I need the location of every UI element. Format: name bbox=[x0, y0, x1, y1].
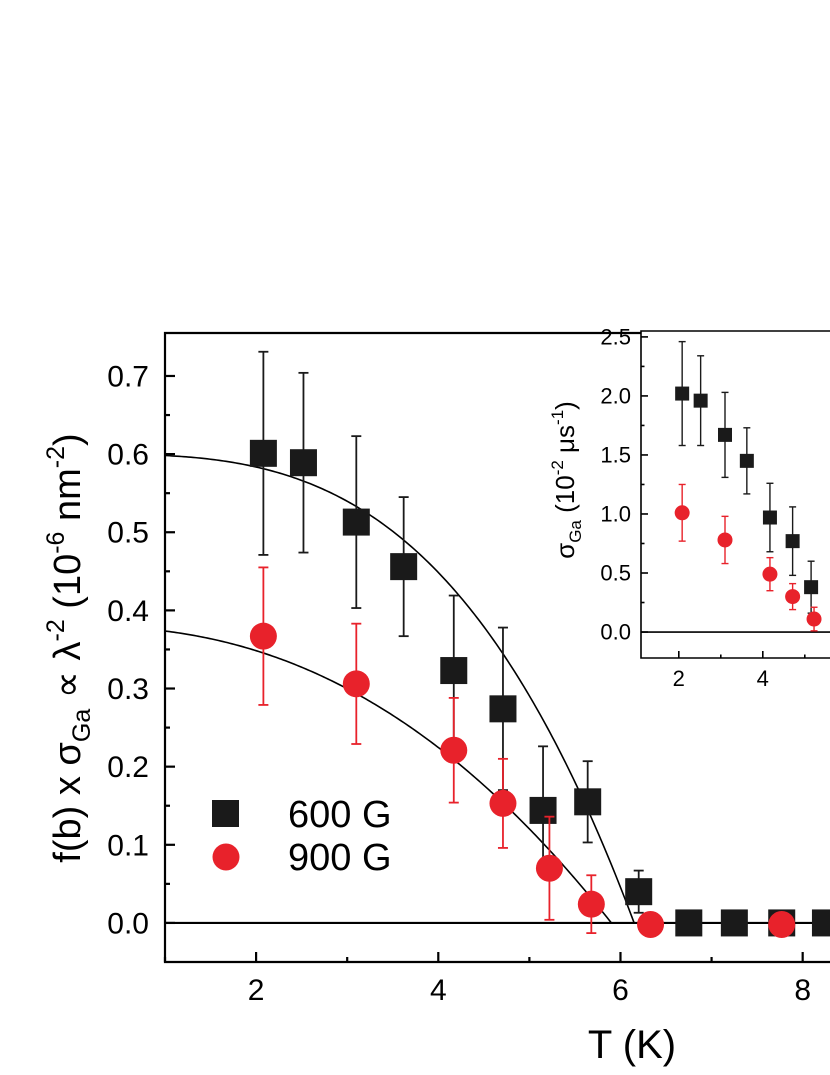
legend-label: 900 G bbox=[288, 837, 392, 879]
data-point-circle bbox=[637, 910, 665, 938]
main-plot: 2 4 6 8 0.0 0.1 0.2 0.3 0.4 0.5 0.6 0.7 T (K) f(b) x … bbox=[42, 331, 830, 1067]
y-tick-label: 0.1 bbox=[107, 829, 149, 862]
data-point-square bbox=[811, 909, 830, 937]
y-tick-label: 0.5 bbox=[107, 517, 149, 550]
data-point-square bbox=[529, 796, 557, 824]
y-tick-label: 0.4 bbox=[107, 595, 149, 628]
y-tick-label: 0.5 bbox=[600, 561, 631, 586]
x-tick-label: 8 bbox=[794, 974, 811, 1007]
fit-curve bbox=[164, 630, 612, 924]
inset-y-label-part: ) bbox=[550, 401, 580, 410]
data-point-square bbox=[574, 788, 602, 816]
data-point-circle bbox=[577, 890, 605, 918]
data-point-square bbox=[718, 427, 732, 442]
series-circles bbox=[249, 566, 796, 938]
inset-y-label-part: (10 bbox=[550, 475, 580, 520]
y-tick-label: 2.0 bbox=[600, 384, 631, 409]
x-tick-label: 6 bbox=[612, 974, 629, 1007]
fit-curve bbox=[164, 454, 635, 924]
y-tick-label: 1.5 bbox=[600, 443, 631, 468]
data-point-square bbox=[675, 386, 690, 401]
x-tick-label: 2 bbox=[673, 666, 685, 691]
x-tick-label: 4 bbox=[757, 666, 769, 691]
data-point-square bbox=[390, 553, 418, 581]
y-label-part: ) bbox=[47, 433, 89, 446]
y-label-part: f(b) x σ bbox=[47, 742, 89, 863]
series-squares bbox=[675, 340, 819, 614]
data-point-circle bbox=[440, 736, 468, 764]
inset-y-label-part: μs bbox=[550, 425, 580, 460]
data-point-circle bbox=[717, 532, 733, 548]
data-point-circle bbox=[806, 611, 822, 627]
data-point-circle bbox=[674, 505, 690, 521]
y-axis-label: f(b) x σGa ∝ λ-2 (10-6 nm-2) bbox=[42, 433, 96, 862]
y-label-part: ∝ λ bbox=[47, 642, 89, 709]
data-point-square bbox=[762, 510, 777, 525]
data-point-square bbox=[675, 909, 703, 937]
data-point-circle bbox=[489, 789, 517, 817]
y-tick-label: 0.6 bbox=[107, 439, 149, 472]
inset-y-label-part: σ bbox=[550, 543, 580, 559]
y-tick-label: 0.0 bbox=[600, 620, 631, 645]
data-point-square bbox=[342, 508, 370, 536]
inset-y-label-superscript: -2 bbox=[548, 460, 567, 475]
y-tick-label: 0.0 bbox=[107, 907, 149, 940]
data-point-square bbox=[739, 453, 754, 468]
y-label-part: (10 bbox=[47, 554, 89, 619]
data-point-square bbox=[804, 580, 819, 595]
data-point-square bbox=[249, 439, 277, 467]
legend-marker-circle bbox=[212, 843, 240, 871]
data-point-circle bbox=[762, 566, 778, 582]
legend-marker-square bbox=[212, 800, 239, 827]
data-point-circle bbox=[785, 589, 801, 605]
series-circles bbox=[674, 483, 822, 632]
data-point-square bbox=[693, 393, 708, 408]
x-axis-label: T (K) bbox=[588, 1023, 676, 1067]
y-tick-label: 2.5 bbox=[600, 325, 631, 350]
y-tick-label: 0.3 bbox=[107, 673, 149, 706]
inset-y-axis-label: σGa (10-2 μs-1) bbox=[548, 401, 585, 559]
y-tick-label: 1.0 bbox=[600, 502, 631, 527]
data-point-circle bbox=[249, 622, 277, 650]
y-label-part: nm bbox=[47, 468, 89, 531]
inset-background bbox=[641, 331, 830, 658]
y-label-superscript: -2 bbox=[42, 446, 70, 468]
y-tick-label: 0.2 bbox=[107, 751, 149, 784]
data-point-square bbox=[785, 534, 800, 549]
y-label-subscript: Ga bbox=[68, 709, 96, 742]
data-point-square bbox=[289, 449, 317, 477]
axis-frame bbox=[163, 331, 830, 964]
x-tick-label: 2 bbox=[248, 974, 265, 1007]
axis-frame bbox=[640, 330, 830, 659]
x-tick-label: 4 bbox=[430, 974, 447, 1007]
inset-y-label-subscript: Ga bbox=[566, 520, 585, 543]
y-label-superscript: -2 bbox=[42, 619, 70, 641]
legend-label: 600 G bbox=[288, 794, 392, 836]
data-point-square bbox=[625, 878, 653, 906]
y-label-superscript: -6 bbox=[42, 532, 70, 554]
y-tick-label: 0.7 bbox=[107, 360, 149, 393]
data-point-circle bbox=[535, 854, 563, 882]
inset-plot: 2 4 0.0 0.5 1.0 1.5 2.0 2.5 σGa (10-2 μs-1) bbox=[548, 325, 830, 691]
data-point-square bbox=[440, 657, 468, 685]
data-point-circle bbox=[768, 910, 796, 938]
inset-y-label-superscript: -1 bbox=[548, 410, 567, 425]
data-point-square bbox=[720, 909, 748, 937]
data-point-square bbox=[489, 695, 517, 723]
data-point-circle bbox=[342, 670, 370, 698]
